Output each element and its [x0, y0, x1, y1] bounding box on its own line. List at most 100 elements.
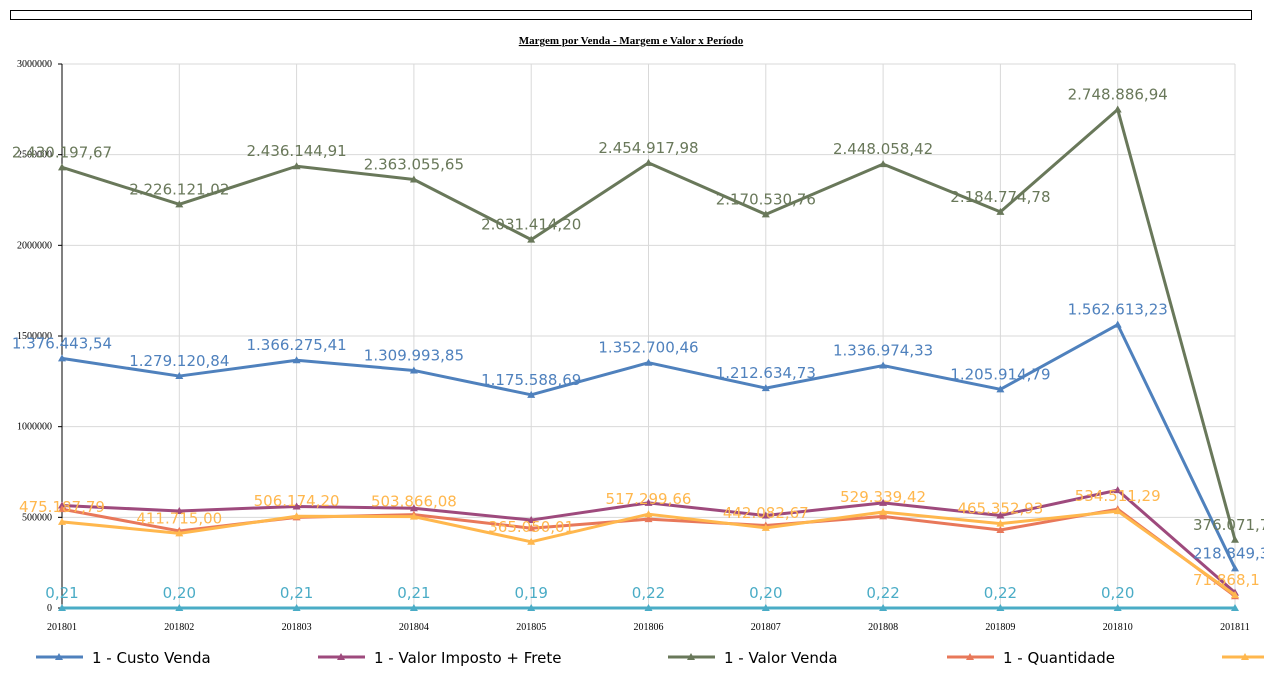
- x-tick-label: 201810: [1103, 622, 1133, 633]
- data-label: 2.748.886,94: [1068, 86, 1168, 104]
- data-point: [996, 511, 1005, 519]
- data-point: [58, 501, 66, 509]
- data-label: 0,20: [163, 584, 196, 602]
- data-point: [1231, 535, 1239, 543]
- data-point: [175, 603, 184, 611]
- x-tick-label: 201809: [985, 622, 1015, 633]
- data-point: [879, 160, 888, 168]
- data-label: 0,22: [984, 584, 1017, 602]
- legend-marker: [337, 653, 345, 660]
- data-label: 1.562.613,23: [1068, 301, 1168, 319]
- data-label: 2.454.917,98: [598, 139, 698, 157]
- data-point: [175, 529, 184, 537]
- data-point: [527, 235, 536, 243]
- data-point: [996, 519, 1005, 527]
- legend-label: 1 - Valor Imposto + Frete: [374, 649, 562, 667]
- x-tick-label: 201804: [399, 622, 429, 633]
- data-label: 503.866,08: [371, 493, 457, 511]
- data-label: 1.376.443,54: [12, 334, 112, 352]
- data-point: [527, 537, 536, 545]
- y-tick-label: 0: [47, 603, 52, 614]
- x-tick-label: 201806: [634, 622, 664, 633]
- data-point: [761, 210, 770, 218]
- data-point: [58, 505, 66, 513]
- data-point: [292, 603, 301, 611]
- data-label: 0,21: [397, 584, 430, 602]
- data-point: [761, 523, 770, 531]
- data-point: [761, 384, 770, 392]
- data-point: [409, 512, 418, 520]
- data-point: [409, 504, 418, 512]
- y-tick-label: 1500000: [17, 331, 52, 342]
- data-label: 1.352.700,46: [598, 339, 698, 357]
- y-tick-label: 2000000: [17, 240, 52, 251]
- data-point: [879, 512, 888, 520]
- data-point: [527, 516, 536, 524]
- data-point: [879, 508, 888, 516]
- data-point: [1113, 507, 1122, 515]
- x-tick-label: 201801: [47, 622, 77, 633]
- data-label: 2.436.144,91: [246, 142, 346, 160]
- data-label: 1.366.275,41: [246, 336, 346, 354]
- legend-marker: [966, 653, 974, 660]
- y-tick-label: 1000000: [17, 422, 52, 433]
- data-point: [292, 502, 301, 510]
- data-point: [644, 358, 653, 366]
- chart-title: Margem por Venda - Margem e Valor x Perí…: [519, 35, 744, 47]
- x-tick-label: 201805: [516, 622, 546, 633]
- legend-marker: [687, 653, 695, 660]
- data-point: [527, 524, 536, 532]
- data-point: [644, 510, 653, 518]
- data-point: [644, 498, 653, 506]
- data-point: [644, 158, 653, 166]
- data-label: 365.050,01: [488, 518, 574, 536]
- data-label: 1.279.120,84: [129, 352, 229, 370]
- data-point: [58, 354, 66, 362]
- y-tick-label: 2500000: [17, 150, 52, 161]
- data-point: [1113, 105, 1122, 113]
- data-label: 1.309.993,85: [364, 346, 464, 364]
- data-point: [175, 506, 184, 514]
- data-label: 534.511,29: [1075, 487, 1161, 505]
- data-label: 0,21: [280, 584, 313, 602]
- data-label: 218.849,3: [1193, 544, 1264, 562]
- data-point: [996, 385, 1005, 393]
- data-point: [175, 372, 184, 380]
- data-label: 1.205.914,79: [950, 365, 1050, 383]
- data-point: [644, 603, 653, 611]
- legend: 1 - Custo Venda 1 - Valor Imposto + Frete…: [36, 649, 1264, 667]
- data-point: [1113, 603, 1122, 611]
- data-point: [1231, 603, 1239, 611]
- data-label: 1.175.588,69: [481, 371, 581, 389]
- data-point: [879, 603, 888, 611]
- data-point: [527, 603, 536, 611]
- x-tick-label: 201807: [751, 622, 781, 633]
- y-tick-label: 3000000: [17, 59, 52, 70]
- data-label: 2.226.121,02: [129, 180, 229, 198]
- y-tick-label: 500000: [22, 512, 52, 523]
- data-label: 506.174,20: [254, 492, 340, 510]
- data-point: [1113, 486, 1122, 494]
- data-label: 2.363.055,65: [364, 155, 464, 173]
- data-label: 465.352,93: [957, 500, 1043, 518]
- data-point: [527, 390, 536, 398]
- data-point: [879, 361, 888, 369]
- legend-marker: [55, 653, 63, 660]
- legend-marker: [1241, 653, 1249, 660]
- data-label: 376.071,7: [1193, 516, 1264, 534]
- data-point: [58, 603, 66, 611]
- series-lines: [58, 105, 1239, 611]
- data-label: 2.184.774,78: [950, 188, 1050, 206]
- data-point: [58, 163, 66, 171]
- data-label: 529.339,42: [840, 488, 926, 506]
- data-label: 1.212.634,73: [716, 364, 816, 382]
- data-label: 0,19: [514, 584, 547, 602]
- data-point: [761, 511, 770, 519]
- x-tick-label: 201811: [1220, 622, 1250, 633]
- data-label: 411.715,00: [136, 509, 222, 527]
- data-label: 0,20: [1101, 584, 1134, 602]
- data-label: 2.031.414,20: [481, 216, 581, 234]
- data-label: 0,22: [632, 584, 665, 602]
- data-point: [879, 498, 888, 506]
